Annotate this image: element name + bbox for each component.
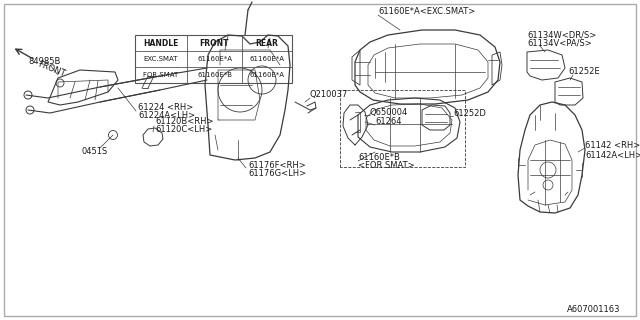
Text: EXC.SMAT: EXC.SMAT: [144, 56, 179, 62]
Text: 61160E*A<EXC.SMAT>: 61160E*A<EXC.SMAT>: [378, 7, 476, 17]
Text: 61142 <RH>: 61142 <RH>: [585, 140, 640, 149]
Text: Q650004: Q650004: [370, 108, 408, 116]
Text: 61252E: 61252E: [568, 68, 600, 76]
Text: 61160E*B: 61160E*B: [358, 154, 400, 163]
Text: 61264: 61264: [375, 117, 401, 126]
Text: 61120B<RH>: 61120B<RH>: [155, 117, 214, 126]
Text: 0451S: 0451S: [82, 148, 108, 156]
Text: 61142A<LH>: 61142A<LH>: [585, 150, 640, 159]
Text: A607001163: A607001163: [566, 306, 620, 315]
Text: 61224 <RH>: 61224 <RH>: [138, 102, 193, 111]
Text: 61120C<LH>: 61120C<LH>: [155, 125, 212, 134]
Text: 61160E*B: 61160E*B: [197, 72, 232, 78]
Text: 61134W<DR/S>: 61134W<DR/S>: [527, 30, 596, 39]
Text: <FOR SMAT>: <FOR SMAT>: [358, 162, 415, 171]
Text: FRONT: FRONT: [36, 60, 67, 79]
Text: 61176F<RH>: 61176F<RH>: [248, 161, 306, 170]
Text: 61134V<PA/S>: 61134V<PA/S>: [527, 38, 592, 47]
Bar: [135, 35, 292, 83]
Text: HANDLE: HANDLE: [143, 38, 179, 47]
Text: 61176G<LH>: 61176G<LH>: [248, 169, 306, 178]
Text: REAR: REAR: [255, 38, 278, 47]
Text: 61160E*A: 61160E*A: [250, 56, 285, 62]
Text: 61160E*A: 61160E*A: [197, 56, 232, 62]
Text: 61252D: 61252D: [453, 108, 486, 117]
Text: 61160E*A: 61160E*A: [250, 72, 285, 78]
Text: FOR SMAT: FOR SMAT: [143, 72, 179, 78]
Text: FRONT: FRONT: [200, 38, 229, 47]
Text: 61224A<LH>: 61224A<LH>: [138, 110, 195, 119]
Text: 84985B: 84985B: [28, 58, 60, 67]
Text: Q210037: Q210037: [310, 91, 348, 100]
